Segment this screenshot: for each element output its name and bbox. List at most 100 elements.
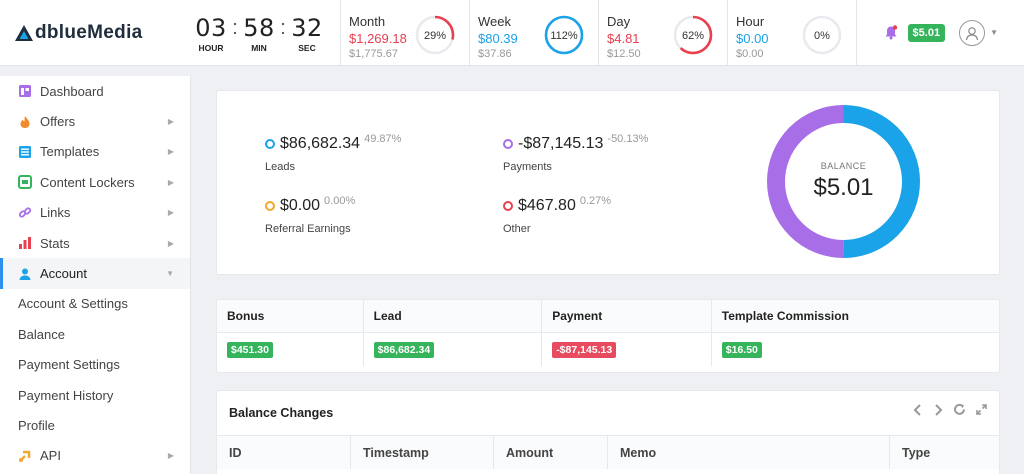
chevron-down-icon: ▼ (166, 269, 174, 279)
earnings-breakdown-table: Bonus Lead Payment Template Commission $451… (216, 299, 1000, 373)
timer-hours: 03 HOUR (195, 14, 227, 53)
user-icon (18, 267, 32, 281)
api-icon (18, 449, 32, 463)
header-user-area: $5.01 ▼ (856, 0, 1024, 65)
chevron-right-icon: ▶ (167, 147, 174, 157)
column-header-id[interactable]: ID (217, 436, 351, 469)
sidebar-item-api[interactable]: API ▶ (0, 441, 190, 471)
chevron-left-icon[interactable] (913, 403, 923, 416)
column-header: Bonus (217, 300, 364, 332)
sidebar-item-dashboard[interactable]: Dashboard (0, 76, 190, 106)
summary-leads: $86,682.34 49.87% Leads (265, 133, 402, 173)
progress-ring: 62% (673, 15, 713, 55)
top-header: dblueMedia 03 HOUR : 58 MIN : 32 SEC Mon… (0, 0, 1024, 66)
brand-logo[interactable]: dblueMedia (0, 0, 184, 65)
timer-seconds: 32 SEC (291, 14, 323, 53)
summary-label: Referral Earnings (265, 223, 351, 235)
progress-percent: 29% (424, 30, 446, 42)
summary-label: Leads (265, 161, 295, 173)
sidebar-item-label: Links (40, 205, 71, 221)
balance-badge[interactable]: $5.01 (907, 23, 946, 42)
column-header-timestamp[interactable]: Timestamp (351, 436, 494, 469)
progress-percent: 0% (814, 30, 830, 42)
summary-percent: 49.87% (364, 133, 402, 145)
dashboard-icon (18, 84, 32, 98)
expand-icon[interactable] (976, 404, 987, 415)
sidebar-item-links[interactable]: Links ▶ (0, 198, 190, 228)
sidebar-item-label: API (40, 448, 61, 464)
amount-badge: $451.30 (227, 341, 273, 358)
stat-day: Day $4.81 $12.50 62% (598, 0, 727, 65)
balance-label: BALANCE (820, 161, 867, 171)
balance-summary-card: $86,682.34 49.87% Leads -$87,145.13 -50.13% P… (216, 90, 1000, 275)
sidebar-subitem-balance[interactable]: Balance (18, 326, 65, 342)
stat-value: $1,269.18 (349, 31, 407, 46)
legend-dot-icon (265, 201, 275, 211)
column-header: Payment (542, 300, 712, 332)
user-avatar-icon[interactable] (959, 19, 986, 46)
chevron-down-icon[interactable]: ▼ (990, 28, 998, 37)
sidebar-item-label: Offers (40, 114, 76, 130)
stat-name: Day (607, 14, 631, 29)
donut-segment (767, 105, 920, 258)
sidebar-subitem-account-settings[interactable]: Account & Settings (18, 296, 128, 312)
sidebar-subitem-profile[interactable]: Profile (18, 417, 55, 433)
column-header: Lead (364, 300, 543, 332)
panel-title: Balance Changes (229, 406, 334, 420)
chevron-right-icon: ▶ (167, 177, 174, 187)
sidebar-subitem-payment-settings[interactable]: Payment Settings (18, 357, 120, 373)
summary-percent: 0.00% (324, 195, 356, 207)
summary-amount: $467.80 (518, 197, 576, 214)
stat-name: Hour (736, 14, 765, 29)
summary-amount: $86,682.34 (280, 135, 361, 152)
column-header: Template Commission (721, 309, 849, 323)
stats-icon (18, 236, 32, 250)
balance-donut-chart (767, 105, 920, 258)
summary-amount: $0.00 (280, 197, 321, 214)
progress-ring: 29% (415, 15, 455, 55)
logo-a-icon (15, 24, 33, 41)
sidebar-item-label: Templates (40, 144, 100, 160)
column-header-type[interactable]: Type (902, 445, 931, 460)
link-icon (18, 206, 32, 220)
stat-subvalue: $12.50 (607, 48, 641, 60)
sidebar-item-label: Dashboard (40, 83, 104, 99)
sidebar-item-stats[interactable]: Stats ▶ (0, 228, 190, 258)
legend-dot-icon (503, 139, 513, 149)
stat-subvalue: $37.86 (478, 48, 512, 60)
refresh-icon[interactable] (953, 403, 966, 416)
sidebar-item-content-lockers[interactable]: Content Lockers ▶ (0, 167, 190, 197)
templates-icon (18, 145, 32, 159)
table-cell: $16.50 (712, 333, 999, 366)
timer-minutes: 58 MIN (243, 14, 275, 53)
chevron-right-icon: ▶ (167, 117, 174, 127)
column-header-amount[interactable]: Amount (494, 436, 608, 469)
balance-changes-panel: Balance Changes ID Timestamp Amount Memo Typ… (216, 390, 1000, 474)
stat-subvalue: $0.00 (736, 48, 764, 60)
chevron-right-icon: ▶ (167, 208, 174, 218)
column-header-memo[interactable]: Memo (608, 436, 890, 469)
sidebar-item-offers[interactable]: Offers ▶ (0, 106, 190, 136)
bell-icon[interactable] (884, 25, 898, 40)
summary-payments: -$87,145.13 -50.13% Payments (503, 133, 648, 173)
summary-percent: 0.27% (579, 195, 612, 207)
fire-icon (18, 115, 32, 129)
chevron-right-icon[interactable] (933, 403, 943, 416)
summary-other: $467.80 0.27% Other (503, 195, 612, 235)
table-cell: $451.30 (217, 333, 364, 366)
legend-dot-icon (265, 139, 275, 149)
brand-name: dblueMedia (35, 21, 143, 43)
timer-separator: : (280, 17, 286, 39)
summary-label: Other (503, 223, 531, 235)
table-cell: $86,682.34 (364, 333, 543, 366)
amount-badge: $16.50 (721, 341, 762, 358)
countdown-timer: 03 HOUR : 58 MIN : 32 SEC (184, 0, 340, 65)
legend-dot-icon (503, 201, 513, 211)
stat-month: Month $1,269.18 $1,775.67 29% (340, 0, 469, 65)
amount-badge: -$87,145.13 (552, 341, 617, 358)
sidebar-item-templates[interactable]: Templates ▶ (0, 137, 190, 167)
stat-week: Week $80.39 $37.86 112% (469, 0, 598, 65)
sidebar-item-account[interactable]: Account ▼ (0, 258, 190, 289)
sidebar-subitem-payment-history[interactable]: Payment History (18, 387, 114, 403)
sidebar-item-label: Content Lockers (40, 174, 135, 190)
